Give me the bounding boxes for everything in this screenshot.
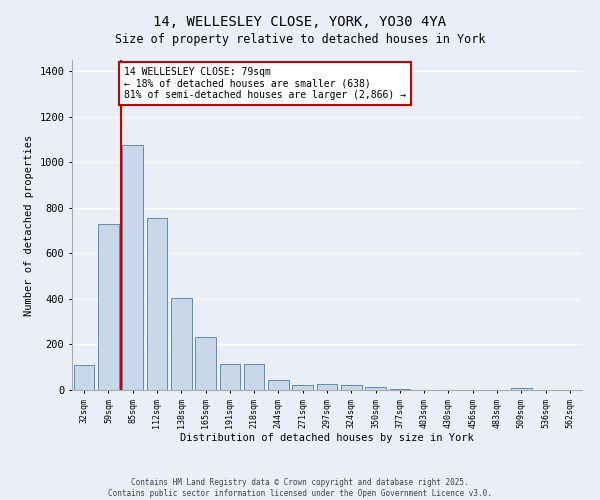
Text: 14 WELLESLEY CLOSE: 79sqm
← 18% of detached houses are smaller (638)
81% of semi: 14 WELLESLEY CLOSE: 79sqm ← 18% of detac… [124,67,406,100]
Bar [268,380,289,390]
Bar [98,224,119,390]
Text: Contains HM Land Registry data © Crown copyright and database right 2025.
Contai: Contains HM Land Registry data © Crown c… [108,478,492,498]
Bar [511,388,532,390]
Bar [244,364,265,390]
Bar [292,386,313,390]
Bar [389,389,410,390]
Text: 14, WELLESLEY CLOSE, YORK, YO30 4YA: 14, WELLESLEY CLOSE, YORK, YO30 4YA [154,15,446,29]
Bar [317,384,337,390]
Bar [195,336,216,390]
Bar [341,386,362,390]
Bar [220,364,240,390]
Bar [365,386,386,390]
Bar [74,365,94,390]
Bar [122,146,143,390]
Y-axis label: Number of detached properties: Number of detached properties [24,134,34,316]
X-axis label: Distribution of detached houses by size in York: Distribution of detached houses by size … [180,433,474,443]
Bar [146,218,167,390]
Text: Size of property relative to detached houses in York: Size of property relative to detached ho… [115,32,485,46]
Bar [171,298,191,390]
